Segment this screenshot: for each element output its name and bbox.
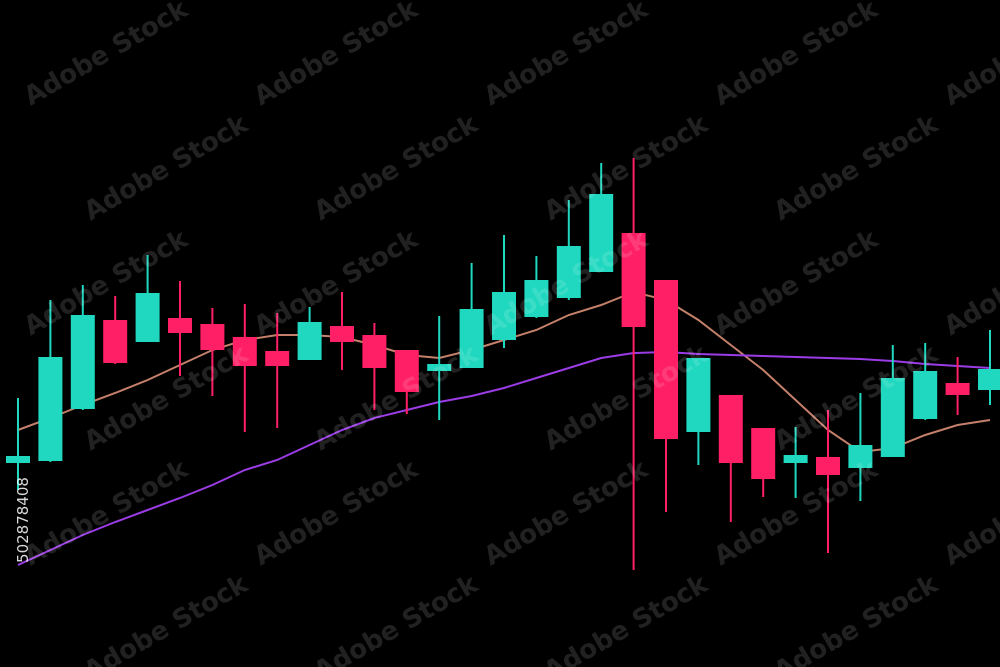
candle-body <box>200 324 225 350</box>
candle-body <box>427 364 452 371</box>
candle-body <box>556 246 581 298</box>
moving-average-line <box>17 350 991 566</box>
watermark-id: 502878408 <box>14 477 32 563</box>
candle-body <box>654 280 678 439</box>
candle-body <box>913 371 938 419</box>
candle-body <box>362 335 387 368</box>
candle-body <box>718 395 743 463</box>
candle-body <box>297 322 322 360</box>
candle-body <box>70 315 95 409</box>
candle-body <box>816 457 840 475</box>
candle-body <box>751 428 776 479</box>
candle-body <box>621 233 646 327</box>
candle-body <box>394 350 419 392</box>
candle-body <box>103 320 128 363</box>
candle-body <box>6 456 30 463</box>
candle-body <box>168 318 192 333</box>
candle-body <box>880 378 905 457</box>
candle-body <box>38 357 63 461</box>
candle-body <box>265 351 290 366</box>
candle-body <box>589 194 614 272</box>
candle-body <box>524 280 549 317</box>
candle-body <box>945 383 970 395</box>
candle-body <box>492 292 516 340</box>
candle-body <box>459 309 484 368</box>
candle-body <box>783 455 808 463</box>
candle-body <box>135 293 160 342</box>
candle-body <box>848 445 873 468</box>
plot <box>6 158 1000 570</box>
candle-body <box>232 337 257 366</box>
candle-body <box>330 326 354 342</box>
candle-body <box>978 369 1000 390</box>
candle-body <box>686 358 711 432</box>
